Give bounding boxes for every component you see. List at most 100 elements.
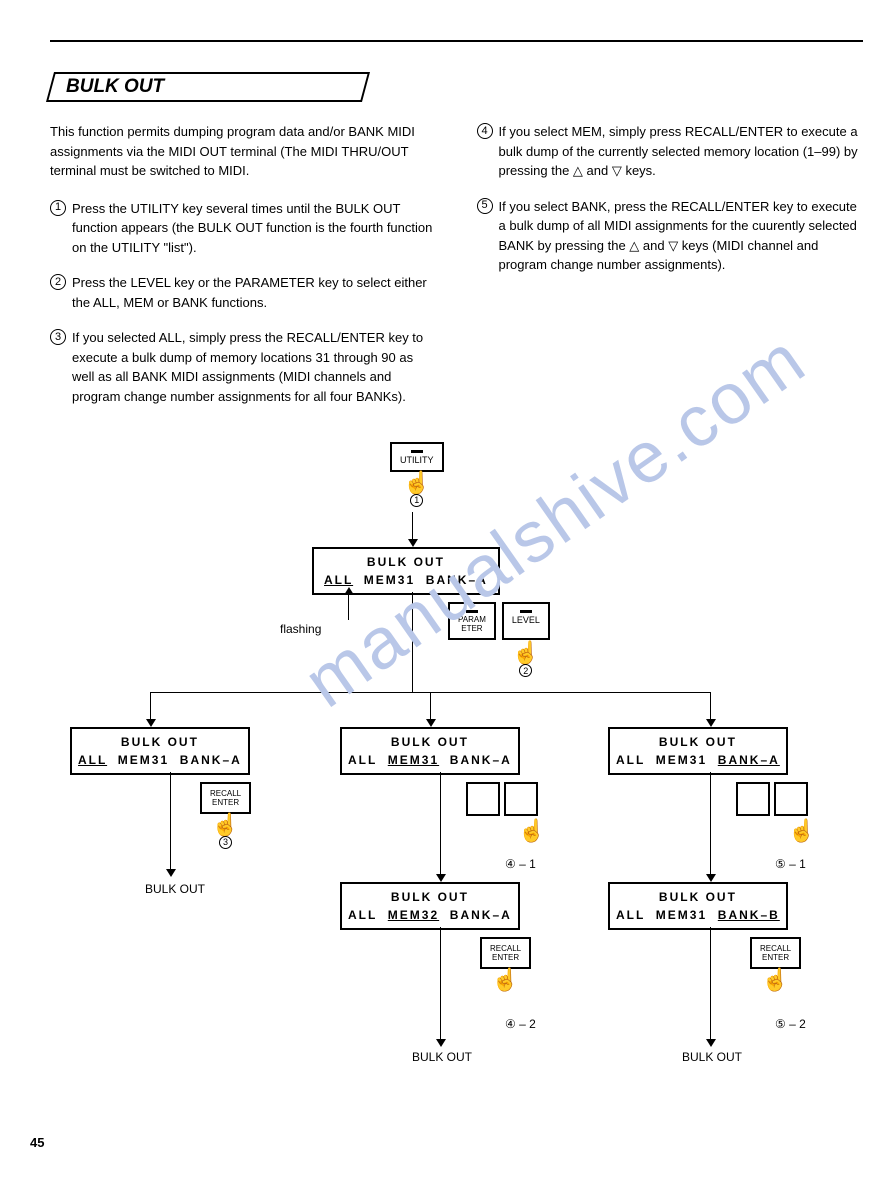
level-label: LEVEL <box>512 615 540 625</box>
step-3: 3 If you selected ALL, simply press the … <box>50 328 437 406</box>
hand-icon: ☝ <box>512 642 539 664</box>
step-num-3: 3 <box>50 329 66 345</box>
circ-1: 1 <box>410 494 423 507</box>
connector <box>348 592 349 620</box>
connector <box>710 772 711 877</box>
led-icon <box>466 610 478 613</box>
display-line1: BULK OUT <box>348 735 512 749</box>
step-text-3: If you selected ALL, simply press the RE… <box>72 328 437 406</box>
connector <box>150 692 151 722</box>
step-5: 5 If you select BANK, press the RECALL/E… <box>477 197 864 275</box>
utility-button: UTILITY <box>390 442 444 472</box>
step-text-4: If you select MEM, simply press RECALL/E… <box>499 122 864 181</box>
step-num-2: 2 <box>50 274 66 290</box>
bulk-out-left: BULK OUT <box>145 882 205 896</box>
display-line2: ALL MEM31 BANK–A <box>78 753 242 767</box>
display-1: BULK OUT ALL MEM31 BANK–A <box>312 547 500 595</box>
recall-label: RECALLENTER <box>760 944 791 962</box>
display-right2: BULK OUT ALL MEM31 BANK–B <box>608 882 788 930</box>
parameter-button: PARAMETER <box>448 602 496 640</box>
display-box: BULK OUT ALL MEM31 BANK–A <box>608 727 788 775</box>
flowchart: UTILITY ☝ 1 BULK OUT ALL MEM31 BANK–A fl… <box>50 442 863 1102</box>
recall-label: RECALLENTER <box>210 789 241 807</box>
recall-button: RECALLENTER <box>480 937 531 969</box>
step-num-4: 4 <box>477 123 493 139</box>
step-num-1: 1 <box>50 200 66 216</box>
hand-icon: ☝ <box>390 472 444 494</box>
step-4: 4 If you select MEM, simply press RECALL… <box>477 122 864 181</box>
connector <box>412 592 413 692</box>
step-text-1: Press the UTILITY key several times unti… <box>72 199 437 258</box>
page-number: 45 <box>30 1135 44 1150</box>
display-box: BULK OUT ALL MEM31 BANK–A <box>70 727 250 775</box>
bulk-out-right: BULK OUT <box>682 1050 742 1064</box>
hand-icon: ☝ <box>200 814 251 836</box>
display-box: BULK OUT ALL MEM31 BANK–A <box>340 727 520 775</box>
parameter-label: PARAMETER <box>458 615 486 633</box>
circ-41: ④ – 1 <box>505 857 536 871</box>
connector <box>412 512 413 542</box>
recall-right: RECALLENTER ☝ <box>750 937 801 991</box>
recall-label: RECALLENTER <box>490 944 521 962</box>
circ-52: ⑤ – 2 <box>775 1017 806 1031</box>
step-2: 2 Press the LEVEL key or the PARAMETER k… <box>50 273 437 312</box>
circ-51: ⑤ – 1 <box>775 857 806 871</box>
down-arrow-button <box>466 782 500 816</box>
hand-group-2: ☝ 2 <box>512 642 539 677</box>
up-arrow-button <box>504 782 538 816</box>
flashing-label: flashing <box>280 622 321 636</box>
display-line2: ALL MEM32 BANK–A <box>348 908 512 922</box>
intro-text: This function permits dumping program da… <box>50 122 437 181</box>
recall-button: RECALLENTER <box>200 782 251 814</box>
param-level-group: PARAMETER LEVEL <box>448 602 550 640</box>
display-line1: BULK OUT <box>324 555 488 569</box>
right-column: 4 If you select MEM, simply press RECALL… <box>477 122 864 422</box>
circ-2: 2 <box>519 664 532 677</box>
bulk-out-mid: BULK OUT <box>412 1050 472 1064</box>
display-line1: BULK OUT <box>616 890 780 904</box>
recall-left: RECALLENTER ☝ 3 <box>200 782 251 849</box>
down-arrow-button <box>736 782 770 816</box>
hand-icon: ☝ <box>788 820 815 842</box>
connector <box>440 927 441 1042</box>
utility-label: UTILITY <box>400 455 434 465</box>
step-num-5: 5 <box>477 198 493 214</box>
arrows-right <box>736 782 808 816</box>
step-text-2: Press the LEVEL key or the PARAMETER key… <box>72 273 437 312</box>
circ-3: 3 <box>219 836 232 849</box>
recall-mid: RECALLENTER ☝ <box>480 937 531 991</box>
connector <box>710 692 711 722</box>
display-line2: ALL MEM31 BANK–A <box>616 753 780 767</box>
step-1: 1 Press the UTILITY key several times un… <box>50 199 437 258</box>
display-line1: BULK OUT <box>616 735 780 749</box>
up-arrow-button <box>774 782 808 816</box>
section-title: BULK OUT <box>66 76 164 98</box>
hand-icon: ☝ <box>480 969 531 991</box>
body-columns: This function permits dumping program da… <box>50 122 863 422</box>
utility-button-node: UTILITY ☝ 1 <box>390 442 444 507</box>
led-icon <box>520 610 532 613</box>
hand-41: ☝ <box>518 820 545 842</box>
section-header: BULK OUT <box>46 72 370 102</box>
circ-42: ④ – 2 <box>505 1017 536 1031</box>
display-box: BULK OUT ALL MEM31 BANK–B <box>608 882 788 930</box>
hand-icon: ☝ <box>750 969 801 991</box>
display-line2: ALL MEM31 BANK–A <box>348 753 512 767</box>
display-line1: BULK OUT <box>78 735 242 749</box>
left-column: This function permits dumping program da… <box>50 122 437 422</box>
top-rule <box>50 40 863 42</box>
display-box: BULK OUT ALL MEM31 BANK–A <box>312 547 500 595</box>
display-line1: BULK OUT <box>348 890 512 904</box>
connector <box>170 772 171 872</box>
hand-icon: ☝ <box>518 820 545 842</box>
led-icon <box>411 450 423 453</box>
connector <box>430 692 431 722</box>
display-line2: ALL MEM31 BANK–A <box>324 573 488 587</box>
display-mid2: BULK OUT ALL MEM32 BANK–A <box>340 882 520 930</box>
connector <box>440 772 441 877</box>
display-box: BULK OUT ALL MEM32 BANK–A <box>340 882 520 930</box>
display-right1: BULK OUT ALL MEM31 BANK–A <box>608 727 788 775</box>
display-mid1: BULK OUT ALL MEM31 BANK–A <box>340 727 520 775</box>
display-left: BULK OUT ALL MEM31 BANK–A <box>70 727 250 775</box>
display-line2: ALL MEM31 BANK–B <box>616 908 780 922</box>
